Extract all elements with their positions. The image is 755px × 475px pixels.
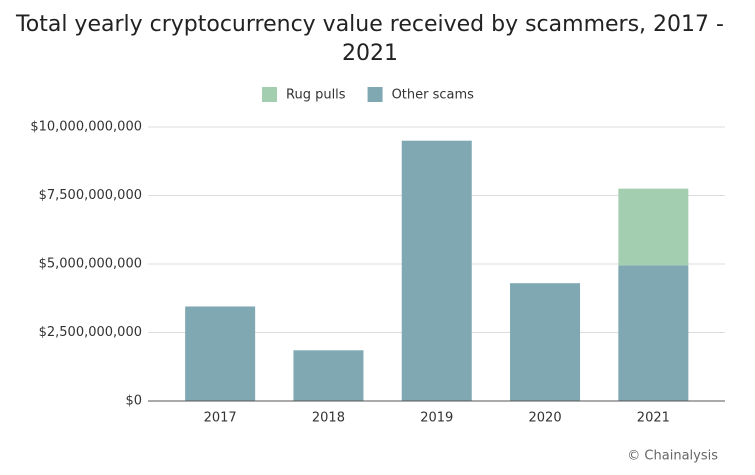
legend-label: Rug pulls [286, 88, 346, 103]
bar-segment [185, 306, 256, 401]
x-tick-label: 2017 [204, 411, 237, 426]
y-tick-label: $5,000,000,000 [39, 257, 142, 272]
y-tick-label: $7,500,000,000 [39, 188, 142, 203]
x-tick-label: 2021 [637, 411, 670, 426]
source: © Chainalysis [627, 449, 718, 464]
chart-title: Total yearly cryptocurrency value receiv… [16, 12, 724, 66]
y-tick-label: $10,000,000,000 [30, 120, 142, 135]
y-tick-label: $2,500,000,000 [39, 325, 142, 340]
x-tick-label: 2019 [420, 411, 453, 426]
y-tick-label: $0 [125, 394, 142, 409]
bar-segment [618, 188, 689, 266]
x-tick-label: 2020 [529, 411, 562, 426]
bar-segment [293, 350, 364, 401]
bar-segment [618, 265, 689, 401]
bar-segment [401, 140, 472, 401]
legend-label: Other scams [392, 88, 475, 103]
legend-swatch [367, 87, 383, 102]
bar-segment [510, 283, 581, 401]
x-tick-label: 2018 [312, 411, 345, 426]
legend-swatch [262, 87, 277, 102]
